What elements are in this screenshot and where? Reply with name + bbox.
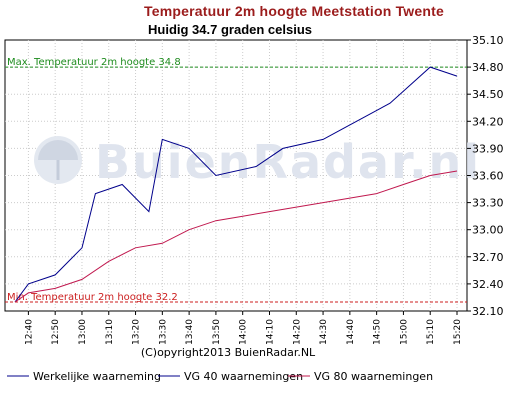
x-tick-label: 14:10 [265, 319, 275, 345]
reference-line-label: Max. Temperatuur 2m hoogte 34.8 [7, 57, 181, 68]
y-tick-label: 35.10 [472, 34, 504, 47]
x-tick-label: 13:50 [212, 319, 222, 345]
x-tick-label: 12:40 [24, 319, 34, 345]
y-tick-label: 34.20 [472, 115, 504, 128]
watermark-text: BuienRadar.nl [95, 135, 481, 189]
x-tick-label: 14:50 [373, 319, 383, 345]
x-tick-label: 15:00 [399, 319, 409, 345]
x-tick-label: 14:40 [346, 319, 356, 345]
x-tick-label: 13:10 [105, 319, 115, 345]
y-tick-label: 33.60 [472, 170, 504, 183]
chart-title: Temperatuur 2m hoogte Meetstation Twente [144, 3, 444, 19]
x-tick-label: 15:20 [453, 319, 463, 345]
chart-subtitle: Huidig 34.7 graden celsius [148, 22, 312, 37]
y-tick-label: 32.70 [472, 251, 504, 264]
x-axis-ticks: 12:40 12:50 13:00 13:10 13:20 13:30 13:40 13:50… [24, 311, 463, 345]
reference-lines: Max. Temperatuur 2m hoogte 34.8 Min. Temp… [5, 57, 467, 303]
legend: Werkelijke waarneming VG 40 waarnemingen V… [7, 370, 433, 383]
y-tick-label: 32.10 [472, 305, 504, 318]
x-tick-label: 14:20 [292, 319, 302, 345]
x-tick-label: 12:50 [51, 319, 61, 345]
x-tick-label: 15:10 [426, 319, 436, 345]
x-tick-label: 14:30 [319, 319, 329, 345]
y-tick-label: 32.40 [472, 278, 504, 291]
series-line [14, 66, 458, 303]
reference-line-label: Min. Temperatuur 2m hoogte 32.2 [7, 292, 178, 303]
x-tick-label: 14:00 [239, 319, 249, 345]
watermark-logo: BuienRadar.nl [34, 135, 481, 189]
x-tick-label: 13:40 [185, 319, 195, 345]
legend-label: VG 40 waarnemingen [184, 370, 303, 383]
legend-label: VG 80 waarnemingen [314, 370, 433, 383]
y-axis-ticks: 32.10 32.40 32.70 33.00 33.30 33.60 33.90 34.20… [467, 34, 504, 318]
y-tick-label: 33.00 [472, 224, 504, 237]
copyright-text: (C)opyright2013 BuienRadar.NL [141, 346, 316, 359]
x-tick-label: 13:30 [158, 319, 168, 345]
y-tick-label: 34.50 [472, 88, 504, 101]
y-tick-label: 34.80 [472, 61, 504, 74]
series-line [14, 170, 458, 303]
series-lines [14, 66, 458, 303]
x-tick-label: 13:20 [132, 319, 142, 345]
y-tick-label: 33.30 [472, 197, 504, 210]
y-tick-label: 33.90 [472, 142, 504, 155]
watermark-umbrella-icon [34, 136, 82, 184]
x-tick-label: 13:00 [78, 319, 88, 345]
legend-label: Werkelijke waarneming [33, 370, 161, 383]
